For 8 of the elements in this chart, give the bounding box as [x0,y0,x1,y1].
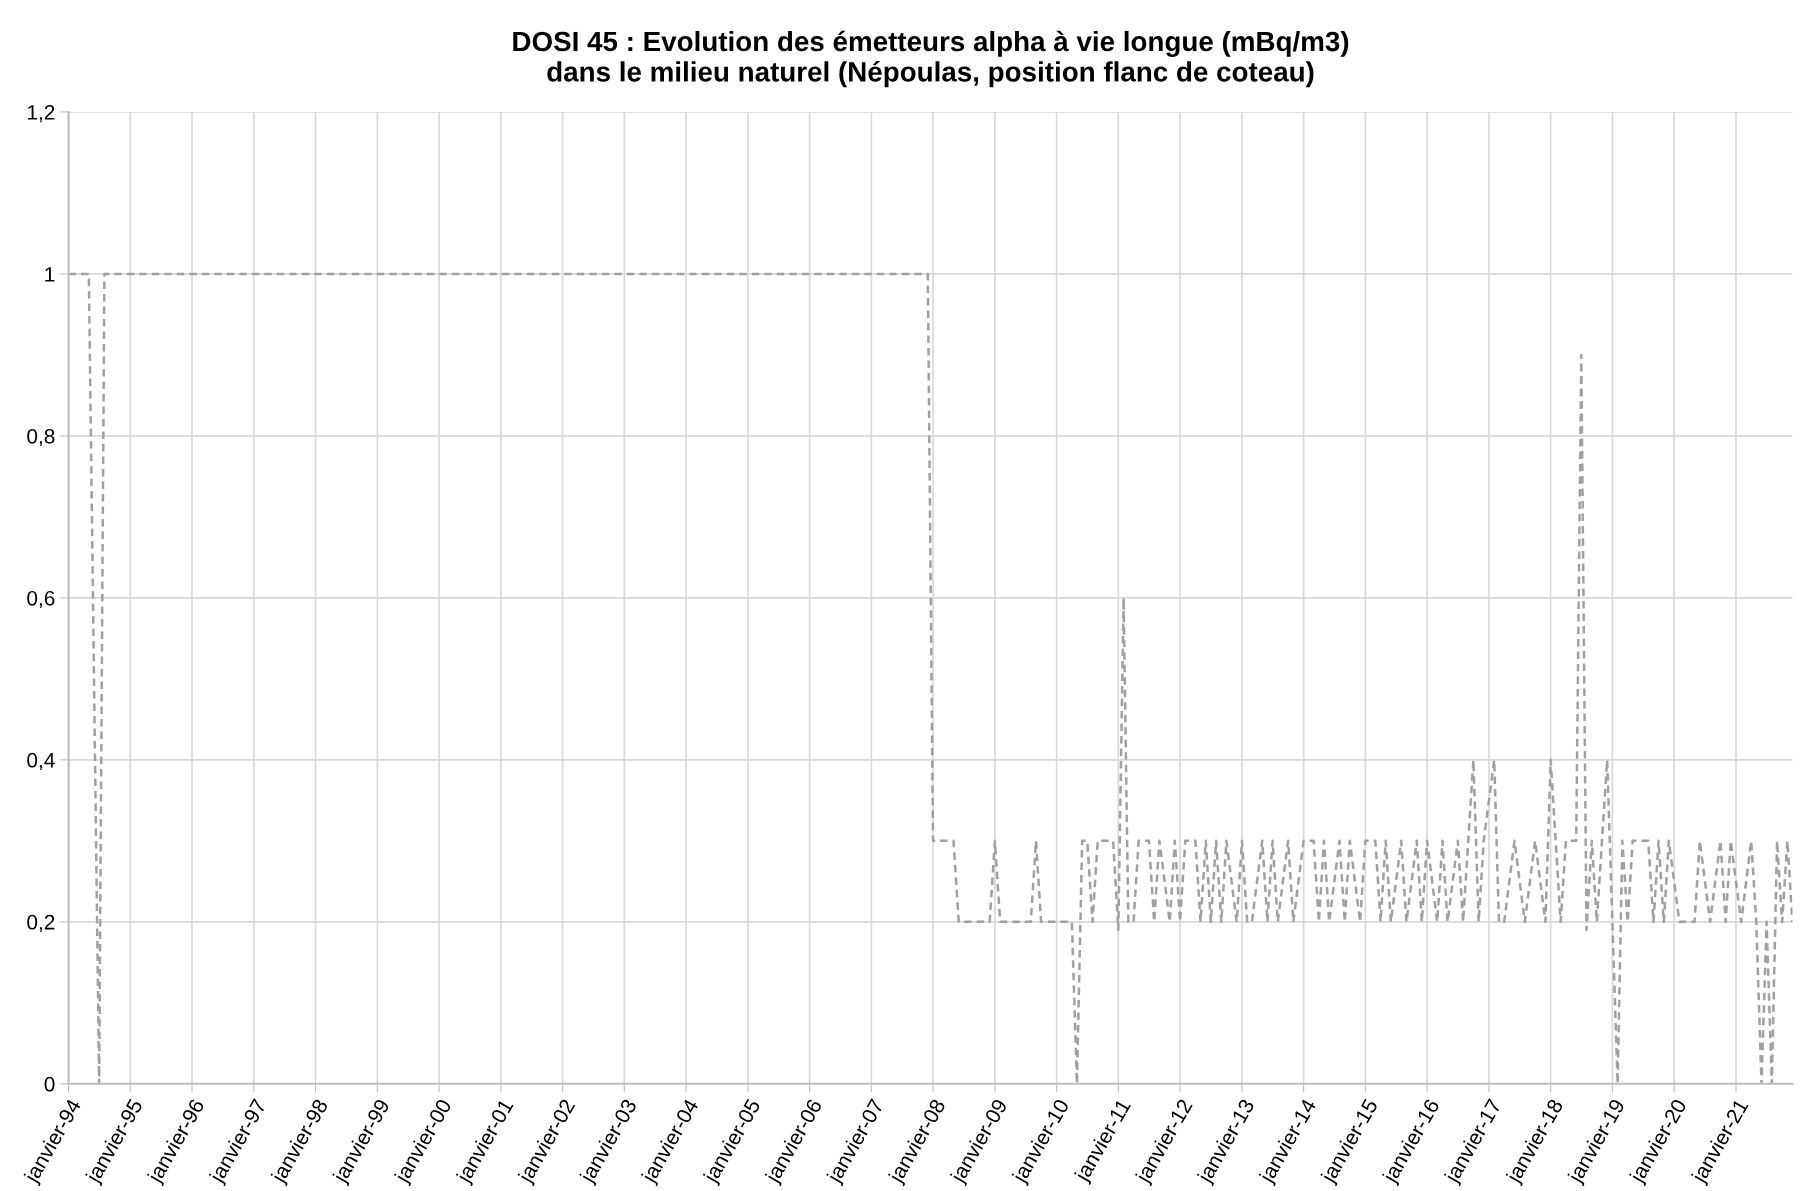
y-tick-label: 1,2 [27,104,55,123]
y-tick-label: 0,4 [27,752,55,771]
y-tick-label: 0 [44,1076,55,1092]
y-tick-label: 0,2 [27,914,55,933]
y-tick-label: 1 [45,267,55,282]
y-tick-label: 0,8 [27,428,55,447]
y-tick-label: 0,6 [27,590,55,609]
chart-title: DOSI 45 : Evolution des émetteurs alpha à vie longue (mBq/m3) dans le milieu naturel (Népoulas, position flanc de coteau) [513,30,1349,88]
